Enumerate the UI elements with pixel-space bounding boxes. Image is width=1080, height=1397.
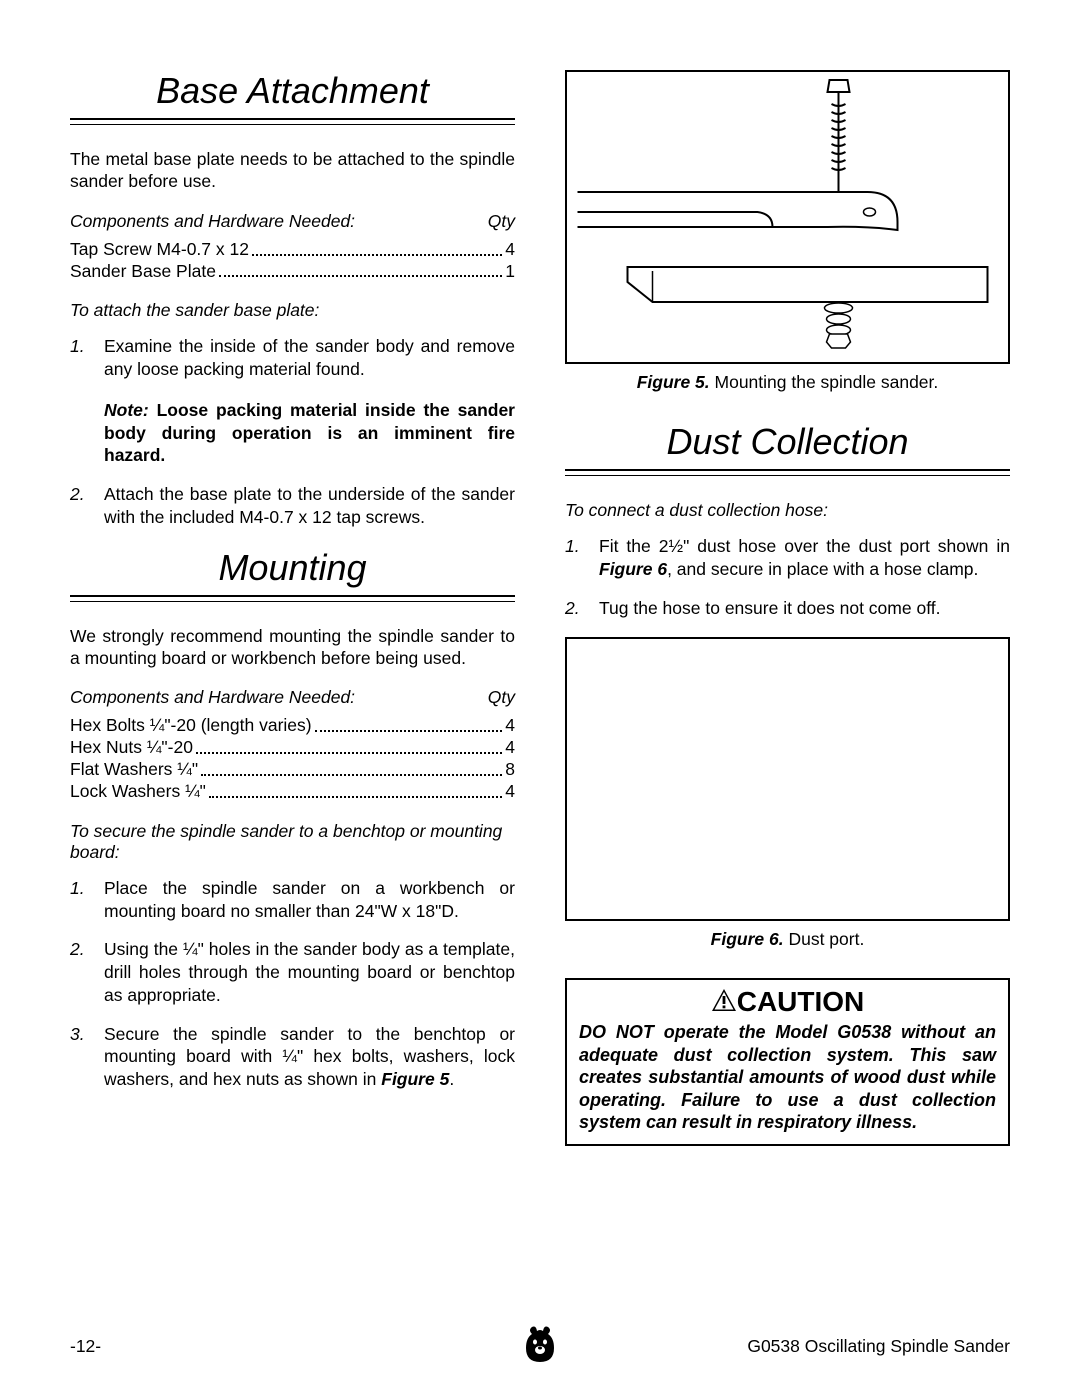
hw-heading: Components and Hardware Needed: xyxy=(70,687,488,709)
dust-step-1: Fit the 2½" dust hose over the dust port… xyxy=(599,535,1010,581)
title-rule xyxy=(70,118,515,125)
hw-qty-head: Qty xyxy=(488,211,515,233)
mounting-step-1: Place the spindle sander on a workbench … xyxy=(104,877,515,923)
base-note: Note: Loose packing material inside the … xyxy=(104,399,515,467)
dust-collection-title: Dust Collection xyxy=(565,421,1010,463)
page-number: -12- xyxy=(70,1336,101,1357)
doc-title: G0538 Oscillating Spindle Sander xyxy=(747,1336,1010,1357)
hw-row: Sander Base Plate1 xyxy=(70,261,515,283)
mounting-intro: We strongly recommend mounting the spind… xyxy=(70,626,515,670)
figure-5-caption: Figure 5. Mounting the spindle sander. xyxy=(565,372,1010,393)
caution-body: DO NOT operate the Model G0538 without a… xyxy=(579,1021,996,1134)
dust-step-2: Tug the hose to ensure it does not come … xyxy=(599,597,1010,620)
mounting-step-3: Secure the spindle sander to the benchto… xyxy=(104,1023,515,1091)
base-step-1: Examine the inside of the sander body an… xyxy=(104,335,515,381)
caution-heading: CAUTION xyxy=(579,986,996,1019)
mounting-steps: 1.Place the spindle sander on a workbenc… xyxy=(70,877,515,1091)
dust-steps: 1.Fit the 2½" dust hose over the dust po… xyxy=(565,535,1010,619)
mounting-title: Mounting xyxy=(70,547,515,589)
figure-5-svg xyxy=(567,72,1008,362)
hw-heading: Components and Hardware Needed: xyxy=(70,211,488,233)
base-attachment-title: Base Attachment xyxy=(70,70,515,112)
base-steps: 1.Examine the inside of the sander body … xyxy=(70,335,515,381)
base-hw-list: Tap Screw M4-0.7 x 124 Sander Base Plate… xyxy=(70,239,515,283)
figure-6-box xyxy=(565,637,1010,921)
warning-triangle-icon xyxy=(711,987,737,1019)
title-rule xyxy=(565,469,1010,476)
figure-6-caption: Figure 6. Dust port. xyxy=(565,929,1010,950)
base-to-heading: To attach the sander base plate: xyxy=(70,300,515,321)
right-column: Figure 5. Mounting the spindle sander. D… xyxy=(565,70,1010,1146)
hw-qty-head: Qty xyxy=(488,687,515,709)
mounting-to-heading: To secure the spindle sander to a bencht… xyxy=(70,821,515,863)
mounting-hw-list: Hex Bolts ¼"-20 (length varies)4 Hex Nut… xyxy=(70,715,515,803)
dust-to-heading: To connect a dust collection hose: xyxy=(565,500,1010,521)
title-rule xyxy=(70,595,515,602)
base-step-2: Attach the base plate to the underside o… xyxy=(104,483,515,529)
figure-5-box xyxy=(565,70,1010,364)
caution-box: CAUTION DO NOT operate the Model G0538 w… xyxy=(565,978,1010,1146)
page-footer: -12- G0538 Oscillating Spindle Sander xyxy=(70,1336,1010,1357)
base-intro: The metal base plate needs to be attache… xyxy=(70,149,515,193)
bear-logo-icon xyxy=(520,1324,560,1369)
left-column: Base Attachment The metal base plate nee… xyxy=(70,70,515,1146)
hw-row: Tap Screw M4-0.7 x 124 xyxy=(70,239,515,261)
mounting-step-2: Using the ¼" holes in the sander body as… xyxy=(104,938,515,1006)
